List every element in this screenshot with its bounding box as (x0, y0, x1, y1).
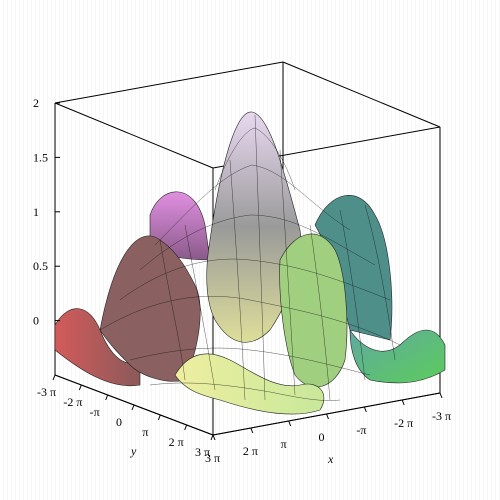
z-tick-label: 1 (33, 205, 39, 219)
z-tick-label: 1.5 (33, 150, 48, 164)
x-tick (326, 413, 329, 420)
y-tick-label: 0 (116, 415, 122, 429)
z-axis: 0 0.5 1 1.5 2 (33, 96, 60, 328)
x-tick (250, 427, 254, 434)
x-tick (288, 420, 292, 427)
x-tick-label: π (281, 437, 287, 451)
y-tick-label: -π (90, 405, 100, 419)
x-tick-label: -3 π (432, 409, 451, 423)
z-tick-label: 0.5 (33, 259, 48, 273)
y-tick (184, 424, 188, 431)
x-tick (212, 434, 216, 441)
y-axis-label: y (130, 444, 137, 458)
x-tick-label: -2 π (394, 416, 413, 430)
y-tick-label: 2 π (169, 435, 184, 449)
x-axis-label: x (327, 452, 334, 466)
x-tick-label: -π (356, 423, 366, 437)
x-tick-label: 3 π (205, 451, 220, 465)
y-tick (105, 394, 109, 401)
x-axis: 3 π 2 π π 0 -π -2 π -3 π (205, 392, 451, 465)
y-tick-label: -3 π (37, 385, 56, 399)
y-tick-label: 3 π (195, 445, 210, 459)
y-tick (157, 414, 161, 421)
z-tick-label: 2 (33, 96, 39, 110)
y-tick (52, 374, 56, 381)
x-tick-label: 0 (319, 430, 325, 444)
x-tick (439, 392, 443, 399)
surface (54, 111, 446, 415)
y-tick-label: -2 π (63, 395, 82, 409)
y-tick (131, 404, 135, 411)
y-tick-label: π (142, 425, 148, 439)
y-tick (210, 434, 214, 441)
x-tick-label: 2 π (243, 444, 258, 458)
x-tick (401, 399, 405, 406)
y-tick (78, 384, 82, 391)
x-tick (363, 406, 367, 413)
z-tick-label: 0 (33, 314, 39, 328)
y-axis: -3 π -2 π -π 0 π 2 π 3 π (37, 374, 214, 459)
